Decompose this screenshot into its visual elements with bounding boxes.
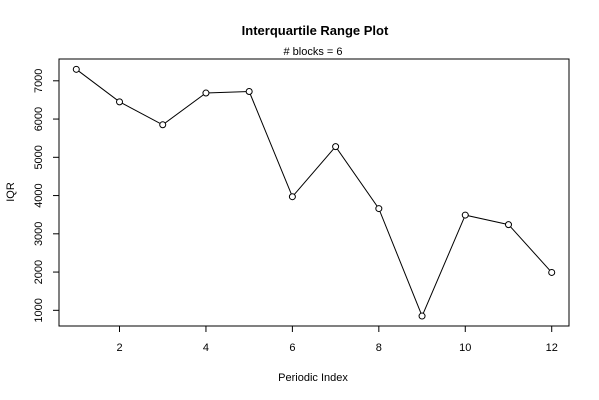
x-tick-label: 8 [376,342,382,354]
y-tick-label: 6000 [33,107,45,131]
data-points [72,65,556,320]
data-point [332,143,340,151]
data-point [116,98,124,106]
x-axis-label: Periodic Index [278,372,348,384]
data-point [461,211,469,219]
data-point [418,312,426,320]
data-point [375,205,383,213]
y-tick-label: 5000 [33,145,45,169]
data-point [548,268,556,276]
x-tick-label: 10 [459,342,471,354]
x-tick-label: 6 [289,342,295,354]
x-tick-label: 12 [546,342,558,354]
y-tick-label: 3000 [33,222,45,246]
data-point [245,88,253,96]
y-tick-label: 7000 [33,69,45,93]
y-tick-label: 1000 [33,298,45,322]
x-tick-label: 4 [203,342,209,354]
chart-title: Interquartile Range Plot [242,23,389,38]
y-axis-label: IQR [5,182,17,202]
x-axis: 2 4 6 8 10 12 [116,325,558,354]
y-axis: 1000 2000 3000 4000 5000 6000 7000 [33,69,60,323]
data-point [504,221,512,229]
data-point [72,65,80,73]
y-tick-label: 4000 [33,183,45,207]
y-tick-label: 2000 [33,260,45,284]
data-point [288,193,296,201]
series-line [75,68,553,318]
data-point [202,89,210,97]
data-point [159,121,167,129]
chart-subtitle: # blocks = 6 [283,46,342,58]
x-tick-label: 2 [116,342,122,354]
plot-frame [58,58,570,327]
